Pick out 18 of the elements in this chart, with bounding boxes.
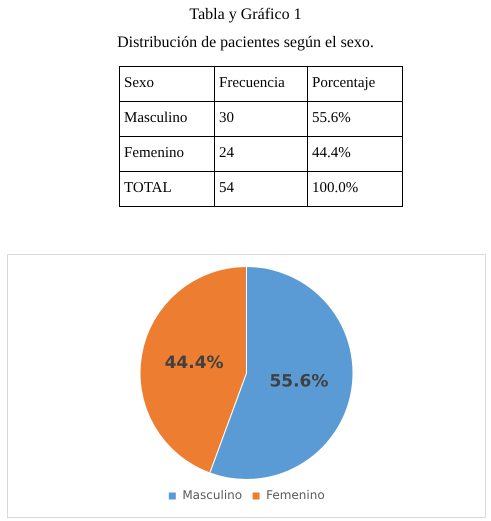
category-label: Femenino bbox=[124, 144, 184, 160]
text: 44.4% bbox=[312, 144, 351, 160]
text: Sexo bbox=[120, 66, 214, 102]
text: 100.0% bbox=[308, 172, 402, 206]
chart-title: Tabla y Gráfico 1 bbox=[188, 6, 303, 24]
data-label: 55.6% bbox=[269, 372, 328, 392]
legend-label: Masculino bbox=[182, 488, 242, 502]
text: TOTAL bbox=[120, 172, 214, 206]
text: 54 bbox=[214, 172, 308, 206]
data-label: 44.4% bbox=[164, 353, 224, 374]
text: 55.6% bbox=[312, 110, 351, 126]
category-label: Masculino bbox=[124, 110, 188, 126]
text: Porcentaje bbox=[308, 66, 402, 102]
text: 30 bbox=[214, 102, 308, 136]
chart-subtitle: Distribución de pacientes según el sexo. bbox=[116, 34, 375, 52]
legend-label: Femenino bbox=[266, 488, 325, 502]
text: Frecuencia bbox=[214, 66, 308, 102]
text: 24 bbox=[214, 136, 308, 172]
